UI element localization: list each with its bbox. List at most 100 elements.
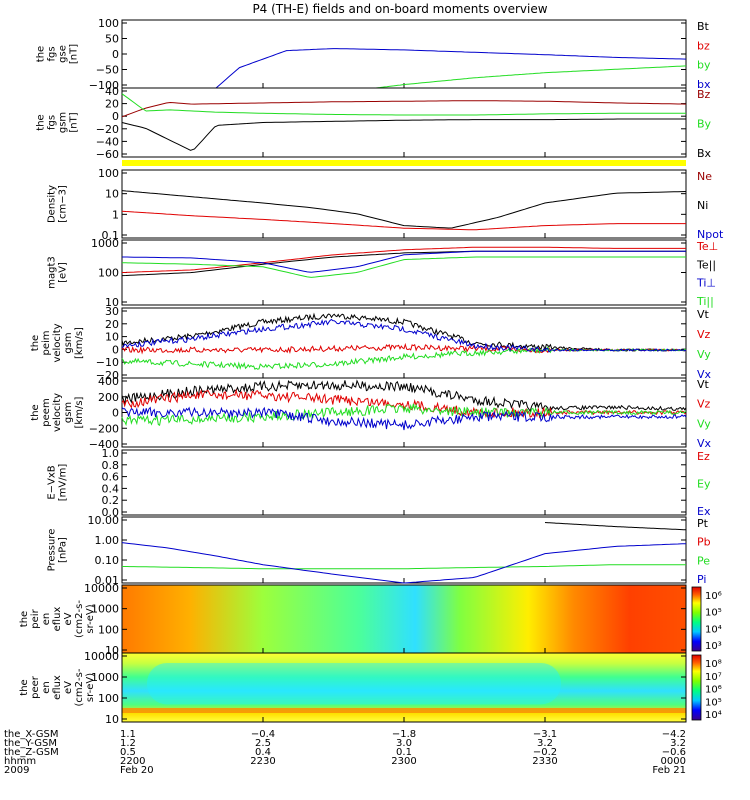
panel-frame <box>121 19 687 89</box>
y-tick-label: 1 <box>112 208 119 221</box>
colorbar-tick: 10⁵ <box>705 608 722 619</box>
y-tick-label: −20 <box>96 123 119 136</box>
legend-entry: Pb <box>697 536 711 549</box>
y-tick-label: −10 <box>96 356 119 369</box>
y-axis-label-line: the <box>30 404 41 420</box>
legend-entry: Bz <box>697 88 711 101</box>
axis-row-value: Feb 20 <box>120 765 154 776</box>
y-axis-label-line: eV <box>63 612 74 625</box>
y-tick-label: −400 <box>89 438 119 451</box>
y-axis-label-line: [nT] <box>69 112 80 132</box>
y-tick-label: −60 <box>96 148 119 161</box>
series-bx-line <box>121 118 686 151</box>
y-axis-label: thefgsgsm[nT] <box>36 112 80 133</box>
axis-row-value: 0000 <box>661 756 686 767</box>
colorbar-peir-spec <box>691 586 702 652</box>
legend-entry: Te⊥ <box>696 240 718 253</box>
axis-row-label: the_Y-GSM <box>4 738 57 749</box>
axis-row-value: −0.2 <box>533 747 557 758</box>
y-tick-label: 0.10 <box>95 554 120 567</box>
y-tick-label: 1000 <box>91 237 119 250</box>
legend-entry: Bx <box>697 147 712 160</box>
y-axis-label-line: fgs <box>47 115 58 130</box>
y-tick-label: 0.0 <box>102 506 120 519</box>
axis-row-value: 0.1 <box>396 747 412 758</box>
y-axis-label-line: eV <box>63 681 74 694</box>
y-axis-label-line: (cm2-s- <box>74 668 85 706</box>
y-tick-label: 1000 <box>91 671 119 684</box>
y-axis-label-line: gsm <box>58 112 69 133</box>
y-axis-label-line: en <box>41 681 52 694</box>
axis-row-value: 1.2 <box>120 738 136 749</box>
y-tick-label: 100 <box>98 267 119 280</box>
series-vt-line <box>121 379 687 415</box>
panel-temp: 1000 100 10 magt3[eV] Te⊥ Te|| Ti⊥ Ti|| <box>47 237 719 309</box>
y-tick-label: 100 <box>98 17 119 30</box>
axis-row-value: −0.4 <box>251 729 275 740</box>
legend-entry: Pt <box>697 517 709 530</box>
legend-entry: Vt <box>697 378 710 391</box>
y-tick-label: −50 <box>96 64 119 77</box>
y-axis-label-line: Density <box>47 185 58 223</box>
y-axis-label-line: Pressure <box>47 529 58 572</box>
legend-entry: Npot <box>697 228 724 241</box>
axis-row-label: 2009 <box>4 765 29 776</box>
y-tick-label: 10 <box>105 296 119 309</box>
legend-entry: Ey <box>697 478 711 491</box>
y-tick-label: −200 <box>89 422 119 435</box>
y-tick-label: 0.01 <box>95 574 120 587</box>
series-vy-line <box>121 403 687 427</box>
y-axis-label-line: [eV] <box>58 262 69 283</box>
y-axis-label-line: gsm <box>63 332 74 353</box>
legend-entry: Vx <box>697 368 712 381</box>
panel-density: 100 10 1 0.1 Density[cm−3] Ne Ni Npot <box>47 167 724 242</box>
legend-entry: Ne <box>697 170 712 183</box>
colorbar-tick: 10⁶ <box>705 685 722 696</box>
axis-row-label: the_X-GSM <box>4 729 58 740</box>
series-by-line <box>121 93 686 116</box>
axis-row-label: hhmm <box>4 756 36 767</box>
y-tick-label: 10000 <box>84 582 119 595</box>
y-tick-label: 10 <box>105 713 119 726</box>
y-axis-label-line: [nT] <box>69 44 80 64</box>
legend-entry: Pe <box>697 554 710 567</box>
colorbar-tick: 10⁴ <box>705 624 722 635</box>
y-tick-label: 0 <box>112 48 119 61</box>
axis-row-value: 1.1 <box>120 729 136 740</box>
y-tick-label: 100 <box>98 623 119 636</box>
y-tick-label: 40 <box>105 85 119 98</box>
axis-row-value: 2200 <box>120 756 145 767</box>
legend-entry: Vt <box>697 308 710 321</box>
y-axis-label-line: sr-eV) <box>85 604 96 633</box>
colorbar-tick: 10⁵ <box>705 697 722 708</box>
y-tick-label: 0 <box>112 407 119 420</box>
y-axis-label-line: [km/s] <box>74 327 85 359</box>
y-tick-label: 100 <box>98 692 119 705</box>
y-axis-label: thepeimvelocitygsm[km/s] <box>30 323 85 362</box>
y-tick-label: 1.0 <box>102 447 120 460</box>
legend-entry: Te|| <box>696 258 716 271</box>
y-axis-label-line: the <box>36 114 47 130</box>
colorbar-tick: 10³ <box>705 641 722 652</box>
y-tick-label: 10 <box>105 188 119 201</box>
panel-frame <box>121 307 687 379</box>
y-tick-label: 10 <box>105 644 119 657</box>
y-axis-label: thepeerenefluxeV(cm2-s-sr-eV) <box>19 668 96 706</box>
series-pt-line <box>544 522 686 531</box>
legend-entry: Vz <box>697 398 711 411</box>
axis-row-value: 2300 <box>391 756 416 767</box>
series-ti-line <box>122 250 686 273</box>
axis-row-value: 2330 <box>532 756 557 767</box>
y-axis-label-line: the <box>19 611 30 627</box>
legend-entry: bz <box>697 39 710 52</box>
y-tick-label: 0 <box>112 343 119 356</box>
y-axis-label-line: eflux <box>52 607 63 632</box>
y-axis-label-line: en <box>41 613 52 626</box>
y-tick-label: 0.6 <box>102 471 120 484</box>
legend-entry: Ti|| <box>696 295 714 308</box>
legend-entry: Vx <box>697 437 712 450</box>
